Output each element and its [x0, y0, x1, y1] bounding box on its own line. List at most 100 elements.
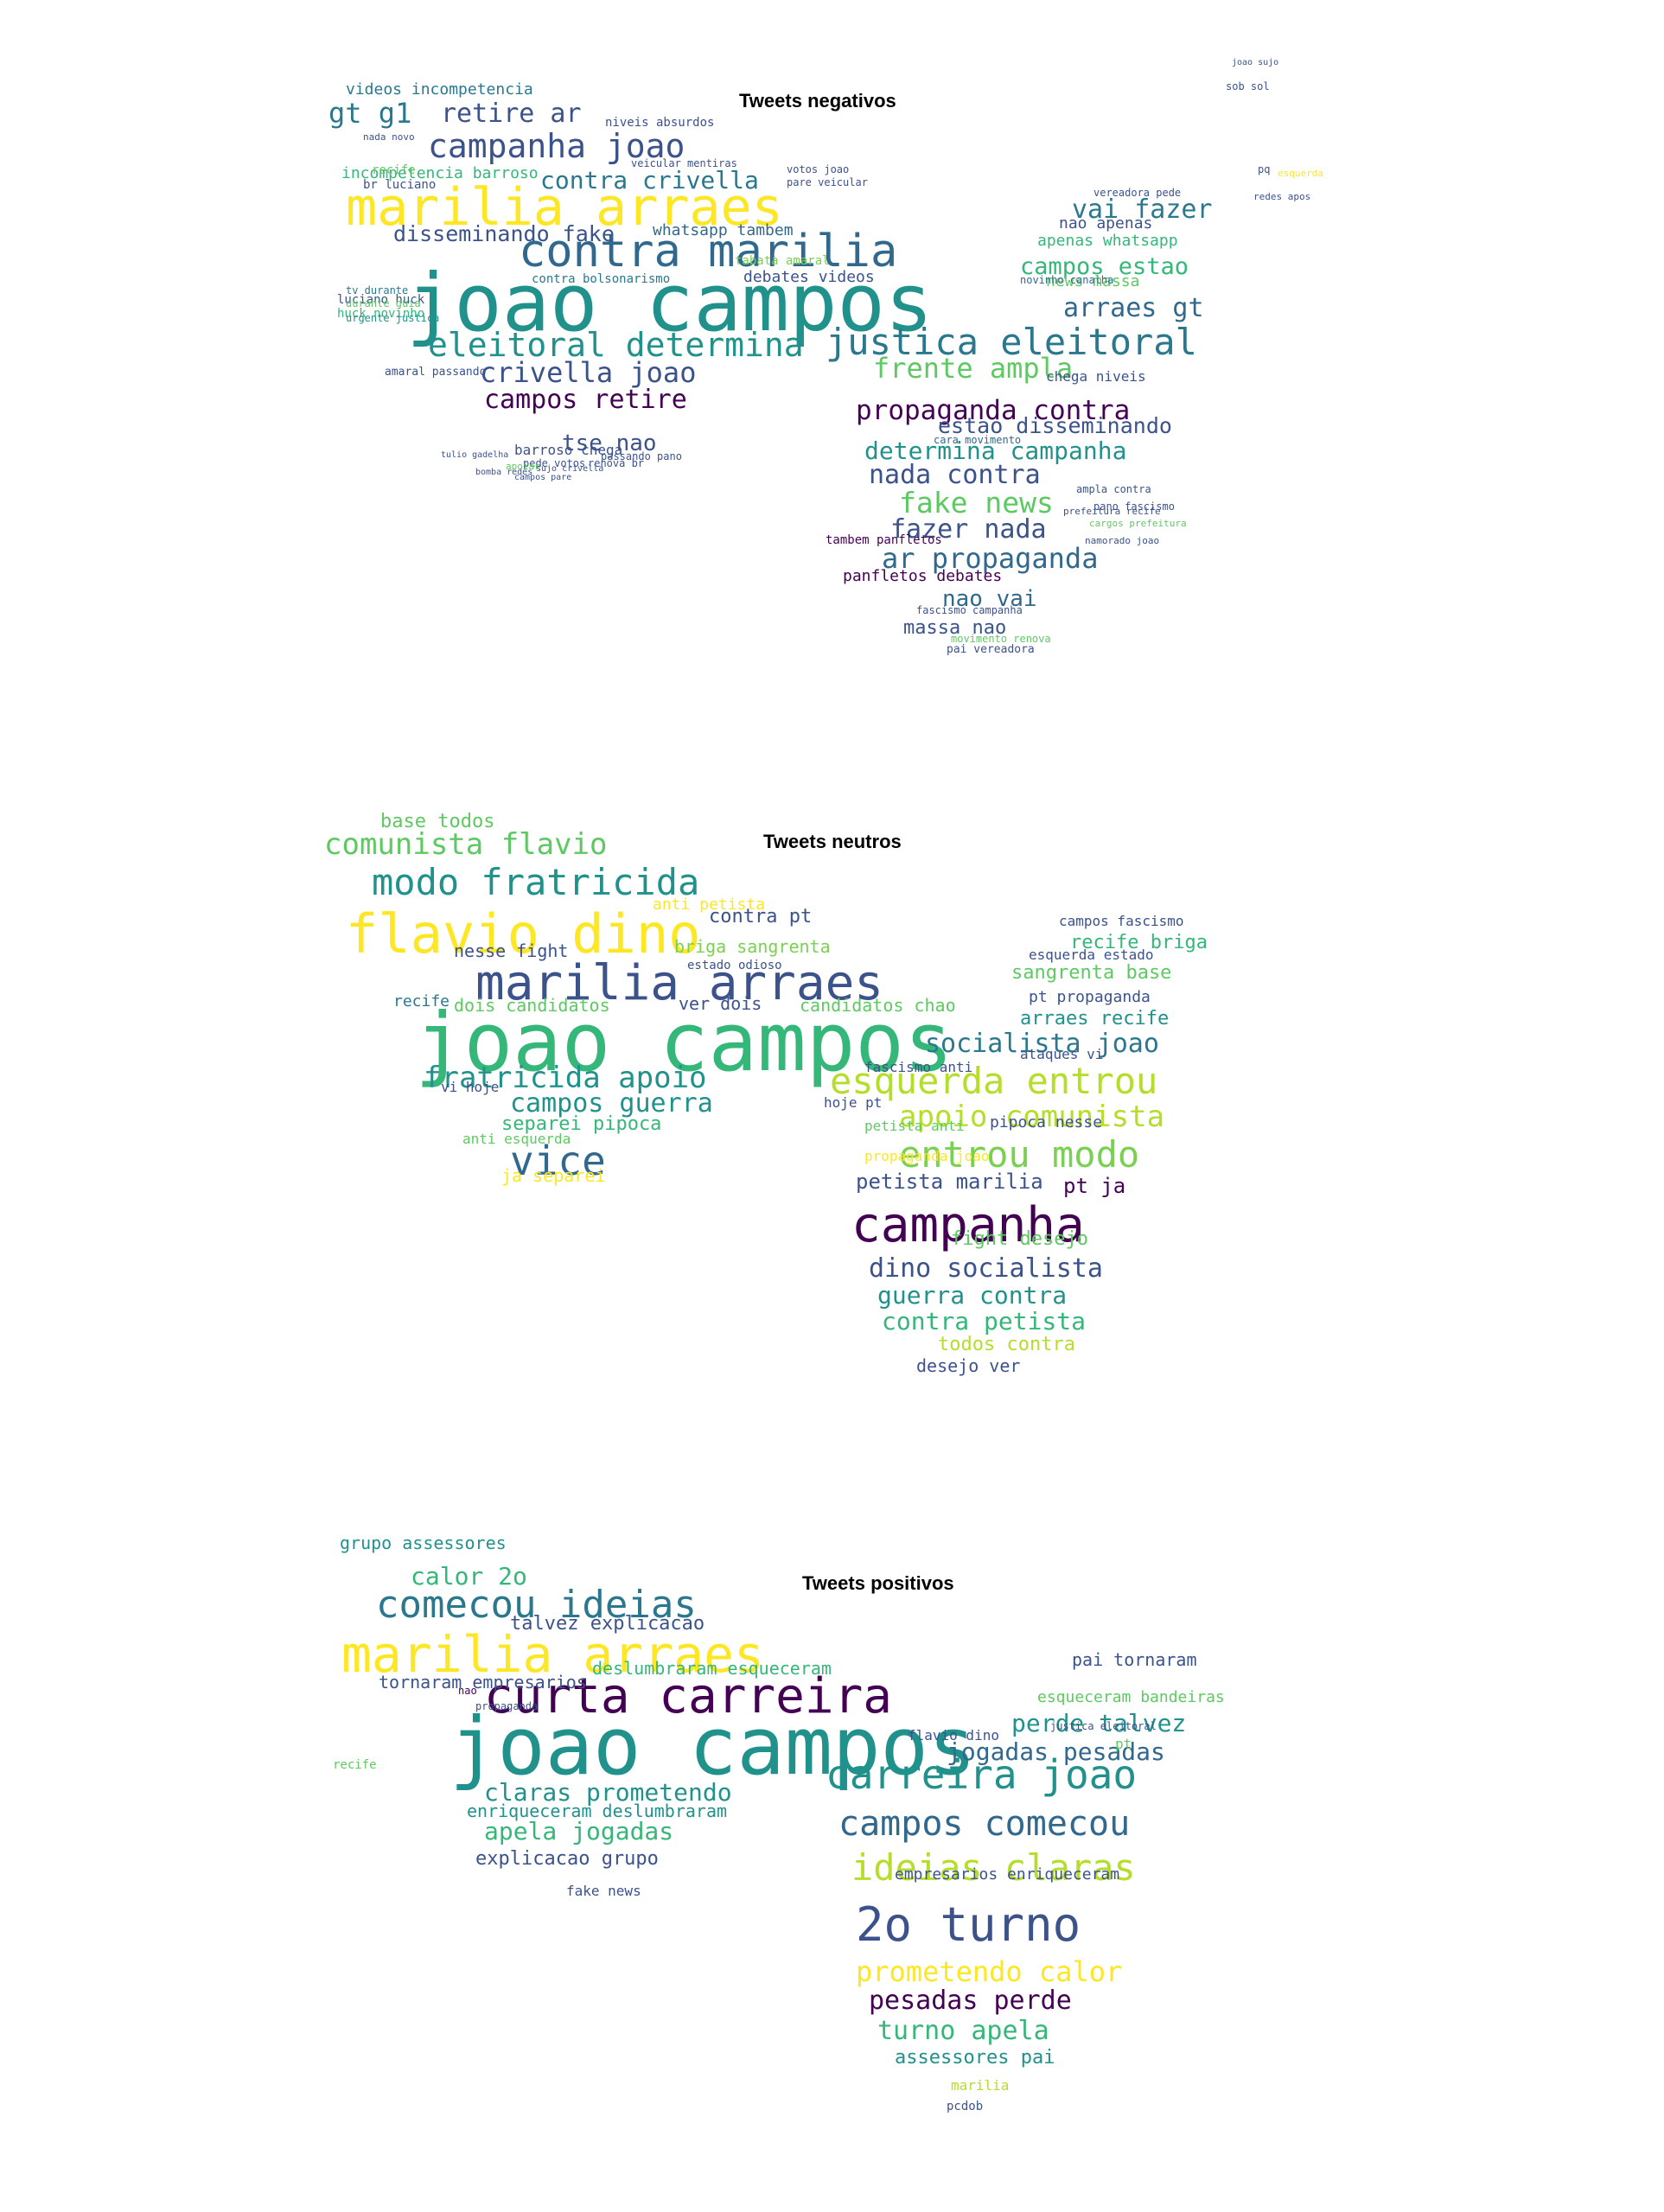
cloud-word: frente ampla	[873, 352, 1074, 385]
cloud-word: nada novo	[363, 131, 415, 143]
cloud-word: barroso chega	[514, 442, 623, 458]
cloud-word: pesadas perde	[869, 1986, 1072, 2016]
cloud-word: 2o turno	[856, 1897, 1081, 1952]
cloud-word: determina campanha	[864, 437, 1127, 465]
cloud-word: ataques vi	[1020, 1046, 1104, 1062]
cloud-word: fratricida apoio	[424, 1061, 707, 1095]
cloud-word: passando pano	[601, 450, 682, 462]
cloud-word: guerra contra	[877, 1281, 1068, 1310]
cloud-word: propaganda joao	[864, 1148, 990, 1164]
cloud-word: luciano huck	[337, 293, 425, 307]
cloud-word: recife	[393, 992, 450, 1010]
cloud-word: tambem panfletos	[826, 533, 942, 547]
cloud-word: ver dois	[679, 993, 762, 1014]
cloud-word: contra crivella	[540, 166, 759, 194]
cloud-word: redes apos	[1253, 191, 1311, 202]
cloud-word: justica eleitoral	[826, 321, 1197, 363]
cloud-word: vereadora pede	[1093, 187, 1182, 199]
cloud-word: fight desejo	[951, 1228, 1088, 1250]
cloud-word: candidatos chao	[800, 995, 956, 1016]
cloud-word: pai tornaram	[1072, 1649, 1197, 1670]
cloud-word: panfletos debates	[843, 567, 1003, 585]
cloud-word: niveis absurdos	[605, 116, 715, 130]
cloud-word: cara movimento	[934, 434, 1022, 446]
cloud-word: ampla contra	[1076, 483, 1151, 495]
cloud-word: anti petista	[653, 896, 766, 914]
wordcloud-title: Tweets negativos	[739, 90, 896, 112]
cloud-word: calor 2o	[411, 1562, 527, 1590]
cloud-word: chega niveis	[1046, 368, 1146, 385]
cloud-word: marilia arraes	[341, 1625, 764, 1684]
cloud-word: hoje pt	[824, 1094, 883, 1111]
cloud-word: fazer nada	[890, 514, 1047, 545]
cloud-word: joao sujo	[1232, 58, 1279, 67]
cloud-word: esquerda	[1278, 168, 1323, 179]
cloud-word: propaganda	[475, 1700, 539, 1712]
cloud-word: contra petista	[882, 1307, 1087, 1335]
cloud-word: marilia	[951, 2077, 1010, 2094]
cloud-word: incompetencia barroso	[341, 164, 539, 182]
cloud-word: fascismo anti	[864, 1059, 973, 1075]
cloud-word: pcdob	[947, 2100, 984, 2113]
cloud-word: explicacao grupo	[475, 1848, 659, 1870]
cloud-word: curta carreira	[484, 1668, 893, 1724]
cloud-word: apoio comunista	[899, 1100, 1165, 1134]
cloud-word: ja separei	[501, 1165, 606, 1186]
cloud-word: contra marilia	[519, 226, 898, 277]
cloud-word: nao apenas	[1059, 214, 1153, 233]
cloud-word: desejo ver	[916, 1355, 1021, 1376]
cloud-word: fascismo campanha	[916, 604, 1023, 616]
cloud-word: estao disseminando	[938, 413, 1172, 438]
cloud-word: grupo assessores	[340, 1533, 507, 1553]
cloud-word: campos estao	[1020, 253, 1189, 280]
cloud-word: marilia arraes	[346, 177, 783, 238]
cloud-word: pai vereadora	[947, 643, 1035, 656]
cloud-word: nao vai	[942, 586, 1037, 612]
cloud-word: apela jogadas	[484, 1817, 674, 1845]
cloud-word: bomba redes	[475, 468, 533, 477]
cloud-word: pare veicular	[787, 176, 868, 188]
cloud-word: estado odioso	[687, 959, 782, 972]
cloud-word: empresarios enriqueceram	[895, 1865, 1120, 1884]
cloud-word: sob sol	[1226, 80, 1270, 92]
cloud-word: recife briga	[1070, 932, 1208, 953]
cloud-word: ar propaganda	[882, 542, 1099, 575]
cloud-word: urgente justica	[346, 312, 440, 324]
cloud-word: campanha joao	[428, 127, 685, 165]
cloud-word: socialista joao	[925, 1029, 1159, 1059]
cloud-word: campos pare	[514, 473, 572, 482]
cloud-word: nada contra	[869, 460, 1041, 490]
wordcloud-negative: Tweets negativos joao campos marilia arra…	[0, 0, 1664, 737]
cloud-word: recife	[333, 1758, 377, 1772]
cloud-word: huck novinho	[337, 307, 425, 321]
cloud-word: contra bolsonarismo	[532, 272, 671, 286]
cloud-word: apoiar	[506, 461, 540, 472]
cloud-word: arraes recife	[1020, 1008, 1170, 1030]
cloud-word: tv durante	[346, 284, 409, 296]
cloud-word: gt g1	[328, 97, 412, 130]
wordcloud-title: Tweets positivos	[802, 1572, 954, 1594]
cloud-word: videos incompetencia	[346, 80, 533, 99]
cloud-word: petista anti	[864, 1118, 965, 1134]
cloud-word: tse nao	[562, 430, 657, 456]
cloud-word: comecou ideias	[376, 1583, 697, 1627]
cloud-word: claras prometendo	[484, 1778, 732, 1807]
cloud-word: pt ja	[1063, 1174, 1126, 1198]
cloud-word: vice	[510, 1138, 606, 1184]
cloud-word: eleitoral determina	[428, 326, 804, 364]
cloud-word: enriqueceram deslumbraram	[467, 1801, 728, 1821]
cloud-word: justica eleitoral	[1050, 1720, 1157, 1732]
cloud-word: pede votos	[523, 457, 586, 469]
cloud-word: nesse fight	[454, 940, 569, 961]
cloud-word: tabata amaral	[735, 254, 830, 268]
wordcloud-neutral: Tweets neutros joao campos marilia arraes…	[0, 737, 1664, 1475]
cloud-word: petista marilia	[856, 1170, 1043, 1194]
cloud-word: deslumbraram esqueceram	[592, 1658, 832, 1679]
cloud-word: campos retire	[484, 385, 687, 415]
cloud-word: pt	[1115, 1736, 1132, 1752]
cloud-word: movimento renova	[951, 633, 1051, 645]
cloud-word: novinho canalha	[1020, 274, 1114, 286]
cloud-word: talvez explicacao	[510, 1613, 705, 1635]
cloud-word: esquerda entrou	[830, 1060, 1158, 1102]
cloud-word: tulio gadelha	[441, 450, 509, 460]
